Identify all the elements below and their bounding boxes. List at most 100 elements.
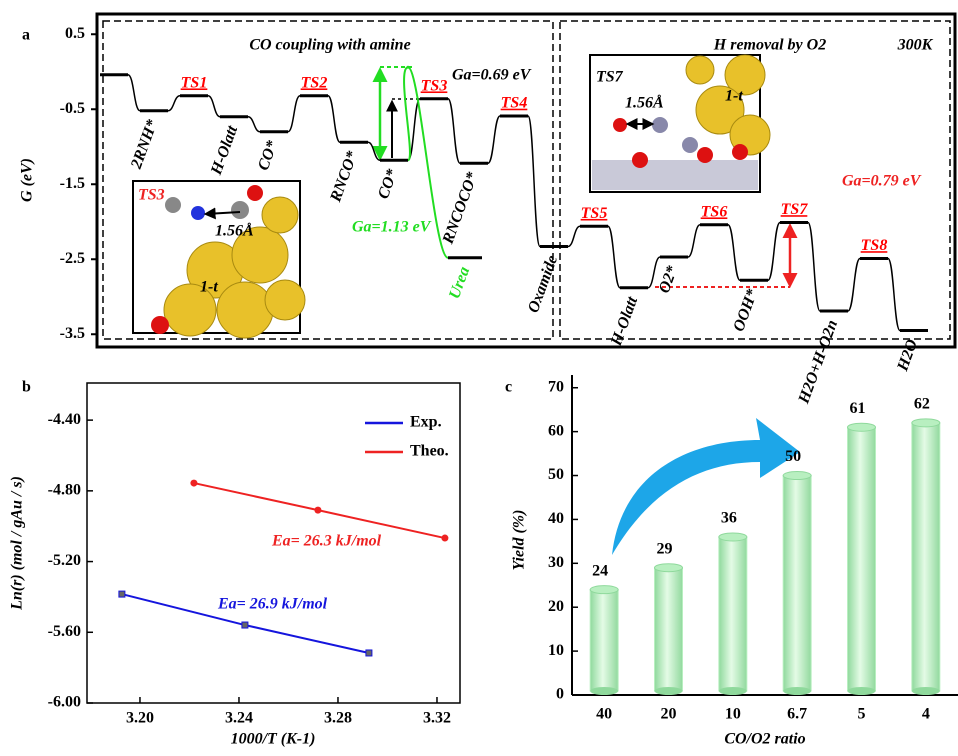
bar-base — [912, 687, 940, 695]
bar-base — [848, 687, 876, 695]
x-tick-label: 3.28 — [324, 710, 352, 727]
x-axis-label: CO/O2 ratio — [724, 731, 805, 748]
state-label: RNCO* — [327, 148, 362, 205]
value-label: 29 — [657, 540, 673, 557]
state-label: Urea — [446, 265, 473, 302]
bar-top — [719, 533, 747, 541]
bar — [719, 537, 747, 691]
marker — [190, 480, 197, 487]
inset-title: TS7 — [596, 69, 624, 86]
value-label: 62 — [914, 396, 930, 413]
y-tick-label: -6.00 — [48, 694, 81, 711]
state-label: RNCOCO* — [439, 169, 481, 247]
annotation: CO coupling with amine — [249, 37, 410, 54]
inset: TS3 1.56Å 1-t — [133, 181, 305, 338]
state-label: TS6 — [701, 203, 728, 220]
x-tick-label: 10 — [725, 706, 741, 723]
inset-text: 1-t — [200, 279, 218, 296]
y-tick-label: -0.5 — [60, 100, 85, 117]
figure: a G (eV) CO coupling with amine H remova… — [0, 0, 958, 751]
y-tick-label: 60 — [548, 422, 564, 439]
bar-base — [783, 687, 811, 695]
arrow — [612, 418, 800, 555]
bar — [655, 568, 683, 691]
y-tick-label: -2.5 — [60, 250, 85, 267]
marker — [441, 535, 448, 542]
y-tick-label: 20 — [548, 598, 564, 615]
bar — [783, 476, 811, 691]
annotation: 300K — [897, 37, 934, 54]
bar-base — [590, 687, 618, 695]
state-label: H2O+H-O2n — [795, 318, 841, 407]
bar-top — [912, 419, 940, 427]
state-label: TS8 — [861, 237, 888, 254]
x-tick-label: 3.20 — [126, 710, 154, 727]
annotation: H removal by O2 — [713, 37, 826, 54]
bar — [848, 427, 876, 691]
state-label: H-Olatt — [608, 294, 642, 349]
branch-peak — [407, 66, 410, 69]
x-tick-label: 3.24 — [225, 710, 253, 727]
marker — [366, 650, 372, 656]
state-label: 2RNH* — [128, 117, 162, 172]
value-label: 50 — [785, 448, 801, 465]
bar-top — [783, 472, 811, 480]
value-label: 61 — [850, 400, 866, 417]
panel-label: c — [505, 379, 512, 396]
marker — [119, 591, 125, 597]
legend-label: Exp. — [410, 414, 442, 431]
x-tick-label: 4 — [922, 706, 930, 723]
y-tick-label: 70 — [548, 378, 564, 395]
y-axis-label: Ln(r) (mol / gAu / s) — [9, 476, 26, 611]
x-tick-label: 5 — [858, 706, 866, 723]
annotation: Ga=0.69 eV — [452, 67, 532, 84]
y-tick-label: 0 — [556, 686, 564, 703]
legend-label: Theo. — [410, 443, 449, 460]
state-label: TS1 — [181, 74, 208, 91]
x-tick-label: 40 — [596, 706, 612, 723]
bar-base — [655, 687, 683, 695]
state-label: TS3 — [421, 77, 448, 94]
x-tick-label: 6.7 — [787, 706, 807, 723]
y-tick-label: -5.60 — [48, 623, 81, 640]
inset-text: 1.56Å — [625, 94, 664, 112]
marker — [242, 622, 248, 628]
state-label: Oxamide — [525, 253, 561, 315]
y-tick-label: -4.80 — [48, 482, 81, 499]
y-axis-label: G (eV) — [19, 158, 36, 202]
panel-label: b — [22, 379, 31, 396]
annotation: Ga=1.13 eV — [352, 219, 432, 236]
bar-top — [590, 586, 618, 594]
inset-title: TS3 — [138, 187, 165, 204]
y-tick-label: -4.40 — [48, 411, 81, 428]
y-tick-label: -1.5 — [60, 175, 85, 192]
y-tick-label: 50 — [548, 466, 564, 483]
state-label: H-Olatt — [208, 123, 242, 178]
annotation: Ga=0.79 eV — [842, 173, 922, 190]
state-label: CO* — [255, 138, 282, 173]
y-axis-label: Yield (%) — [511, 510, 528, 571]
bar — [912, 423, 940, 691]
panel-label: a — [22, 27, 30, 44]
y-tick-label: 10 — [548, 642, 564, 659]
y-tick-label: 0.5 — [65, 25, 85, 42]
state-label: O2* — [656, 263, 682, 296]
state-label: H2O — [894, 337, 921, 374]
bar-base — [719, 687, 747, 695]
inset-text: 1-t — [725, 88, 743, 105]
x-tick-label: 3.32 — [423, 710, 451, 727]
y-tick-label: -5.20 — [48, 552, 81, 569]
state-label: TS5 — [581, 205, 608, 222]
inset-text: 1.56Å — [215, 222, 254, 240]
annotation: Ea= 26.3 kJ/mol — [271, 533, 382, 550]
value-label: 36 — [721, 510, 737, 527]
state-label: OOH* — [730, 286, 761, 334]
value-label: 24 — [592, 562, 608, 579]
x-axis-label: 1000/T (K-1) — [231, 731, 316, 748]
y-tick-label: -3.5 — [60, 325, 85, 342]
marker — [314, 507, 321, 514]
state-label: TS4 — [501, 95, 528, 112]
y-tick-label: 40 — [548, 510, 564, 527]
y-tick-label: 30 — [548, 554, 564, 571]
inset: TS7 1.56Å 1-t — [590, 55, 770, 192]
